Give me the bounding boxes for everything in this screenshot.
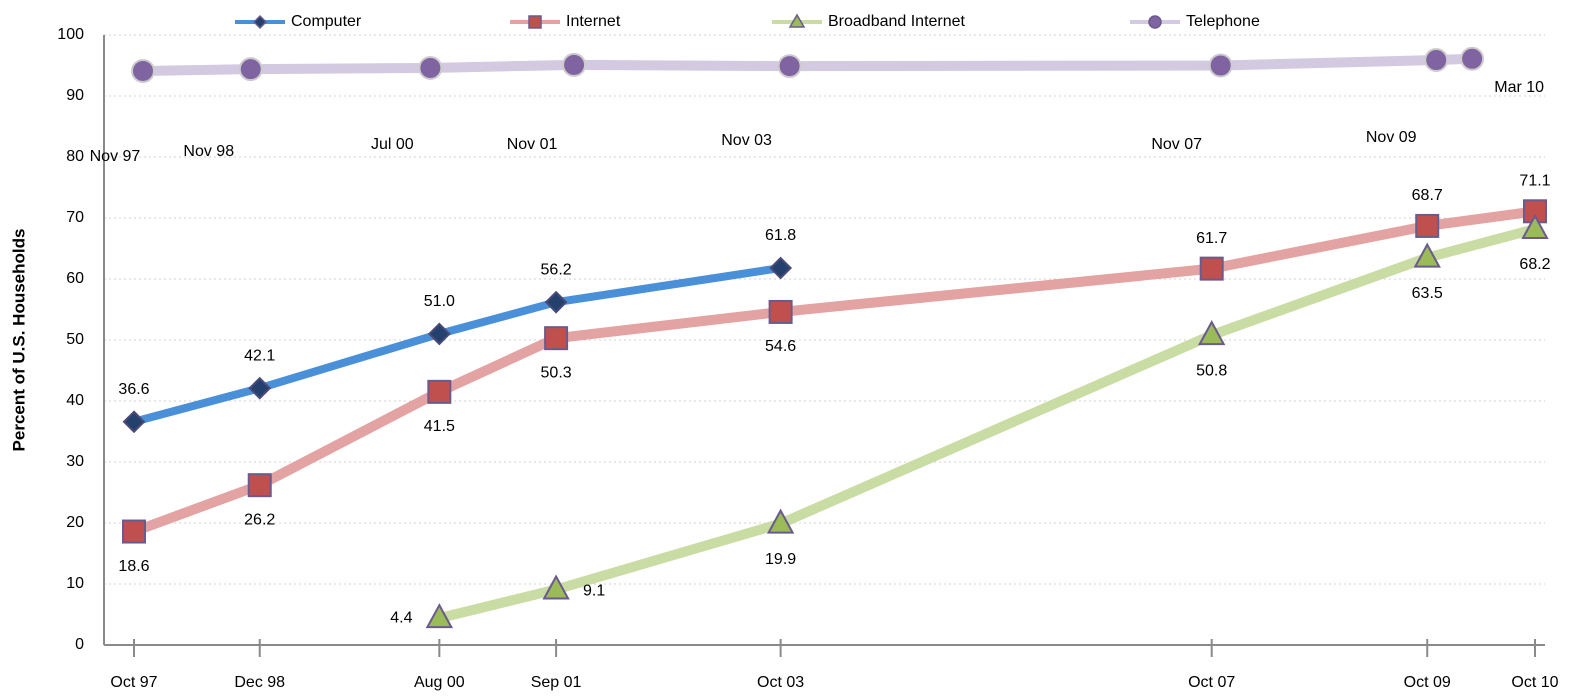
marker	[1424, 48, 1449, 73]
legend-marker	[788, 13, 806, 28]
x-tick-label: Oct 09	[1404, 674, 1451, 691]
marker	[544, 290, 568, 314]
data-label: 50.8	[1196, 362, 1227, 379]
marker	[542, 574, 570, 600]
series	[122, 256, 793, 434]
point-date-label: Mar 10	[1494, 79, 1544, 96]
data-label: 26.2	[244, 511, 275, 528]
data-label: 51.0	[424, 293, 455, 310]
data-label: 9.1	[583, 583, 605, 600]
x-tick-label: Oct 97	[110, 674, 157, 691]
data-label: 61.8	[765, 227, 796, 244]
data-label: 71.1	[1519, 173, 1550, 190]
legend-label: Internet	[566, 13, 621, 30]
series-line	[137, 53, 1478, 76]
point-date-label: Nov 03	[721, 132, 772, 149]
data-label: 61.7	[1196, 230, 1227, 247]
y-tick-label: 90	[66, 87, 84, 104]
point-date-label: Nov 09	[1366, 129, 1417, 146]
data-label: 68.2	[1519, 256, 1550, 273]
marker	[427, 379, 452, 404]
y-tick-label: 20	[66, 514, 84, 531]
y-tick-label: 60	[66, 270, 84, 287]
marker	[247, 473, 272, 498]
point-date-label: Nov 97	[90, 148, 141, 165]
y-axis-label: Percent of U.S. Households	[9, 229, 28, 452]
legend-label: Broadband Internet	[828, 13, 966, 30]
x-tick-label: Aug 00	[414, 674, 465, 691]
data-label: 19.9	[765, 551, 796, 568]
legend-label: Computer	[291, 13, 362, 30]
marker	[1413, 242, 1441, 268]
x-tick-label: Oct 03	[757, 674, 804, 691]
series	[122, 199, 1547, 544]
y-tick-label: 30	[66, 453, 84, 470]
point-date-label: Nov 01	[507, 136, 558, 153]
marker	[238, 57, 263, 82]
marker	[1460, 46, 1485, 71]
marker	[766, 508, 795, 534]
marker	[769, 256, 793, 280]
y-tick-label: 0	[75, 636, 84, 653]
data-label: 54.6	[765, 338, 796, 355]
marker	[425, 603, 454, 629]
series	[425, 213, 1549, 629]
y-tick-label: 50	[66, 331, 84, 348]
marker	[1199, 256, 1224, 281]
marker	[130, 58, 155, 83]
series-line	[434, 223, 1540, 624]
y-tick-label: 70	[66, 209, 84, 226]
data-label: 56.2	[541, 261, 572, 278]
legend-marker	[528, 15, 542, 29]
y-tick-label: 10	[66, 575, 84, 592]
marker	[122, 519, 146, 544]
point-date-label: Nov 98	[183, 143, 234, 160]
x-tick-label: Sep 01	[531, 674, 582, 691]
legend-label: Telephone	[1186, 13, 1260, 30]
data-label: 36.6	[118, 381, 149, 398]
marker	[427, 322, 451, 346]
data-label: 42.1	[244, 347, 275, 364]
data-label: 4.4	[390, 609, 412, 626]
legend-marker	[252, 14, 268, 30]
data-label: 41.5	[424, 418, 455, 435]
y-tick-label: 100	[57, 26, 84, 43]
marker	[562, 52, 587, 77]
data-label: 50.3	[541, 364, 572, 381]
marker	[768, 299, 793, 324]
series-line	[129, 206, 1540, 537]
marker	[1521, 213, 1549, 239]
y-tick-label: 80	[66, 148, 84, 165]
marker	[122, 410, 146, 434]
marker	[1198, 320, 1226, 346]
data-label: 18.6	[118, 558, 149, 575]
marker	[544, 326, 569, 351]
data-label: 63.5	[1412, 285, 1443, 302]
marker	[418, 55, 443, 80]
series	[130, 46, 1485, 83]
point-date-label: Jul 00	[371, 136, 414, 153]
legend-marker	[1148, 15, 1162, 29]
series-line	[130, 264, 785, 426]
marker	[777, 54, 802, 79]
marker	[1208, 53, 1233, 78]
marker	[248, 376, 272, 400]
x-tick-label: Oct 10	[1511, 674, 1558, 691]
point-date-label: Nov 07	[1151, 136, 1202, 153]
marker	[1415, 213, 1440, 238]
data-label: 68.7	[1412, 187, 1443, 204]
y-tick-label: 40	[66, 392, 84, 409]
x-tick-label: Dec 98	[234, 674, 285, 691]
x-tick-label: Oct 07	[1188, 674, 1235, 691]
